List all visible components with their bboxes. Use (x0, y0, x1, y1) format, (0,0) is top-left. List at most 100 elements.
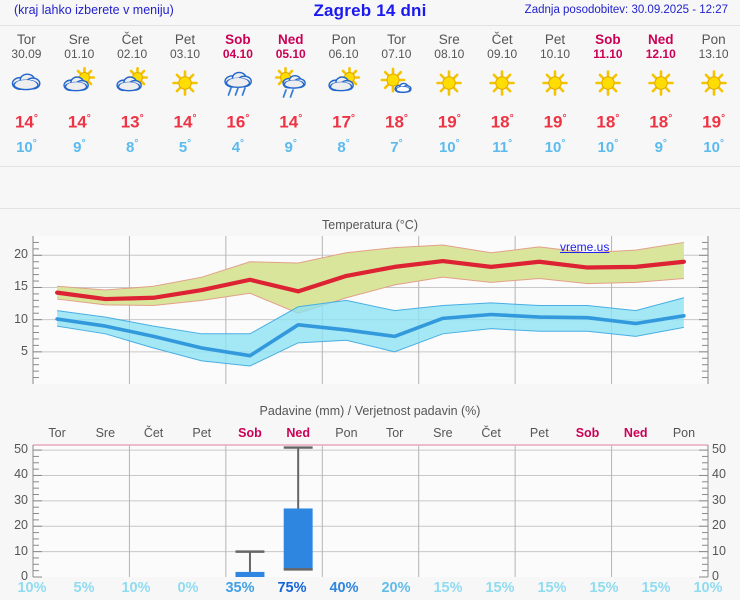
precipitation-day-label: Ned (286, 426, 311, 440)
day-column[interactable]: Pet 03.10 14° 5° (159, 28, 212, 160)
precipitation-day-labels: Tor Sre Čet Pet Sob Ned Pon Tor Sre Čet Pet Sob Ned P… (0, 426, 740, 442)
sunny-icon (694, 64, 734, 104)
section-divider-1 (0, 166, 740, 167)
temperature-min: 5° (179, 134, 191, 158)
precipitation-y-tick-right: 0 (712, 569, 719, 583)
temperature-max: 14° (279, 108, 302, 134)
day-column[interactable]: Ned 05.10 14° 9° (264, 28, 317, 160)
temperature-min-value: 9 (284, 138, 293, 156)
temperature-max: 14° (15, 108, 38, 134)
sunny-icon (165, 64, 205, 104)
degree-symbol: ° (562, 113, 567, 124)
temperature-max-value: 14 (67, 112, 87, 132)
temperature-min-value: 10 (544, 138, 562, 156)
temperature-min-value: 11 (492, 138, 509, 156)
temperature-min-value: 10 (438, 138, 456, 156)
degree-symbol: ° (240, 137, 245, 149)
precipitation-probability: 15% (433, 580, 463, 596)
day-of-week: Sob (225, 32, 251, 47)
page-header: (kraj lahko izberete v meniju) Zagreb 14… (0, 0, 740, 26)
temperature-min-value: 9 (654, 138, 663, 156)
temperature-max-value: 16 (226, 112, 246, 132)
temperature-max: 19° (544, 108, 567, 134)
precipitation-probability: 75% (277, 580, 307, 596)
temperature-y-tick: 5 (21, 343, 28, 358)
day-of-week: Ned (277, 32, 304, 47)
day-column[interactable]: Sre 08.10 19° 10° (423, 28, 476, 160)
day-column[interactable]: Pon 06.10 17° 8° (317, 28, 370, 160)
precipitation-probability: 0% (177, 580, 199, 596)
day-column[interactable]: Ned 12.10 18° 9° (634, 28, 687, 160)
degree-symbol: ° (561, 137, 566, 149)
day-column[interactable]: Sre 01.10 14° 9° (53, 28, 106, 160)
temperature-max: 13° (121, 108, 144, 134)
last-updated: Zadnja posodobitev: 30.09.2025 - 12:27 (524, 4, 728, 16)
temperature-min-value: 10 (16, 138, 33, 156)
day-date: 13.10 (698, 47, 729, 61)
temperature-min: 9° (73, 134, 85, 158)
location-menu-note: (kraj lahko izberete v meniju) (14, 3, 174, 17)
day-column[interactable]: Tor 07.10 18° 7° (370, 28, 423, 160)
day-date: 12.10 (645, 47, 676, 61)
degree-symbol: ° (81, 137, 86, 149)
degree-symbol: ° (662, 137, 667, 149)
day-of-week: Tor (387, 32, 406, 47)
temperature-max: 17° (332, 108, 355, 134)
rain-icon (218, 64, 258, 104)
precipitation-y-tick-left: 40 (14, 467, 28, 482)
precipitation-chart: Padavine (mm) / Verjetnost padavin (%) T… (0, 400, 740, 600)
day-column[interactable]: Sob 11.10 18° 10° (581, 28, 634, 160)
degree-symbol: ° (721, 113, 726, 124)
temperature-chart: Temperatura (°C) vreme.us 5 10 15 20 (0, 218, 740, 390)
precipitation-y-tick-right: 40 (712, 467, 726, 482)
day-date: 03.10 (169, 47, 201, 61)
degree-symbol: ° (134, 137, 139, 149)
day-date: 07.10 (381, 47, 412, 61)
precipitation-day-label: Ned (623, 426, 648, 440)
precipitation-day-label: Tor (48, 426, 66, 440)
day-column[interactable]: Pon 13.10 19° 10° (687, 28, 740, 160)
temperature-min: 10° (545, 134, 566, 158)
temperature-min: 7° (390, 134, 402, 158)
day-column[interactable]: Pet 10.10 19° 10° (529, 28, 582, 160)
temperature-chart-title: Temperatura (°C) (322, 218, 418, 232)
page-title: Zagreb 14 dni (313, 1, 427, 20)
precipitation-chart-title: Padavine (mm) / Verjetnost padavin (%) (259, 404, 481, 418)
temperature-min: 4° (232, 134, 244, 158)
degree-symbol: ° (508, 137, 513, 149)
temperature-y-tick: 15 (14, 279, 28, 294)
temperature-chart-svg (32, 236, 709, 384)
day-column[interactable]: Čet 09.10 18° 11° (476, 28, 529, 160)
sunny-icon (482, 64, 522, 104)
degree-symbol: ° (192, 113, 197, 124)
cloudy-icon (6, 64, 46, 104)
temperature-max-value: 17 (332, 112, 352, 132)
degree-symbol: ° (456, 113, 461, 124)
precipitation-probability: 35% (225, 580, 255, 596)
day-column[interactable]: Sob 04.10 16 ° 4° (211, 28, 264, 160)
temperature-min: 11° (492, 134, 512, 158)
temperature-min: 10° (598, 134, 619, 158)
day-of-week: Ned (647, 32, 674, 47)
day-of-week: Čet (121, 32, 143, 47)
precipitation-probability: 5% (73, 580, 95, 596)
temperature-min-value: 10 (703, 138, 720, 156)
degree-symbol: ° (292, 137, 297, 149)
precipitation-y-tick-right: 50 (712, 442, 726, 457)
temperature-min: 10° (703, 134, 724, 158)
day-date: 02.10 (117, 47, 148, 61)
precipitation-probability: 10% (121, 580, 151, 596)
precipitation-probability: 40% (329, 580, 359, 596)
temperature-max: 19° (702, 108, 725, 134)
temperature-min: 10° (16, 134, 37, 158)
day-date: 04.10 (222, 47, 253, 61)
day-column[interactable]: Tor 30.09 14° 10° (0, 28, 53, 160)
day-of-week: Sre (68, 32, 90, 47)
day-column[interactable]: Čet 02.10 13° 8° (106, 28, 159, 160)
precipitation-probability: 15% (485, 580, 515, 596)
day-date: 08.10 (434, 47, 465, 61)
partly-sunny-icon (112, 64, 152, 104)
day-of-week: Pon (701, 32, 726, 47)
precipitation-day-label: Sob (238, 426, 262, 440)
